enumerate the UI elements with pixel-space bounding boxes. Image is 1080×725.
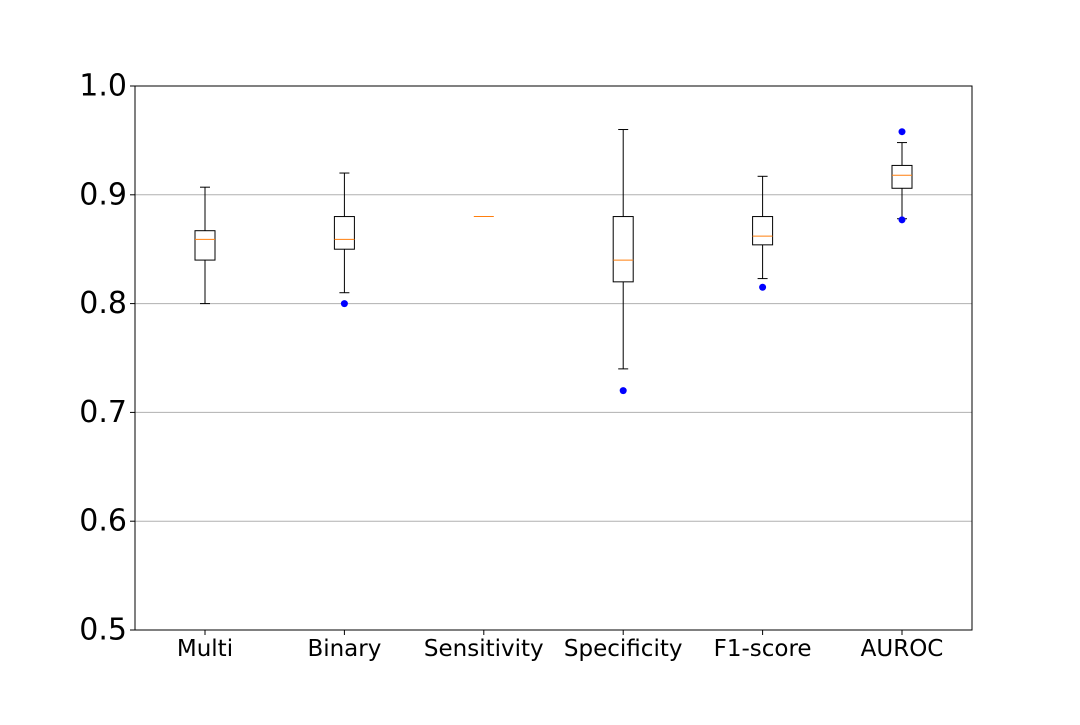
outlier-point <box>759 283 767 291</box>
box-iqr <box>612 216 634 283</box>
y-tick-label: 0.6 <box>79 504 127 539</box>
x-tick-label: Multi <box>177 636 233 662</box>
box-series <box>194 128 913 395</box>
y-tick-label: 0.5 <box>79 613 127 648</box>
outlier-point <box>340 300 348 308</box>
y-tick-label: 0.9 <box>79 177 127 212</box>
x-tick-label: Specificity <box>564 636 683 662</box>
box-iqr <box>891 164 913 189</box>
x-tick-label: F1-score <box>714 636 812 662</box>
box-specificity <box>612 129 634 395</box>
box-binary <box>333 172 355 308</box>
x-tick-label: AUROC <box>861 636 944 662</box>
plot-frame <box>134 85 973 631</box>
outlier-point <box>898 216 906 224</box>
x-axis-ticks: Multi Binary Sensitivity Specificity F1-scor… <box>177 630 943 662</box>
y-tick-label: 0.7 <box>79 395 127 430</box>
grid-lines <box>135 194 972 522</box>
box-auroc <box>891 128 913 224</box>
box-iqr <box>333 216 355 250</box>
y-axis-ticks: 0.5 0.6 0.7 0.8 0.9 1.0 <box>79 69 135 648</box>
y-tick-label: 0.8 <box>79 286 127 321</box>
x-tick-label: Binary <box>307 636 381 662</box>
y-tick-label: 1.0 <box>79 69 127 104</box>
outlier-point <box>619 387 627 395</box>
outlier-point <box>898 128 906 136</box>
x-tick-label: Sensitivity <box>424 636 544 662</box>
box-iqr <box>194 230 216 261</box>
box-f1-score <box>752 175 774 291</box>
box-multi <box>194 186 216 305</box>
box-iqr <box>752 216 774 246</box>
